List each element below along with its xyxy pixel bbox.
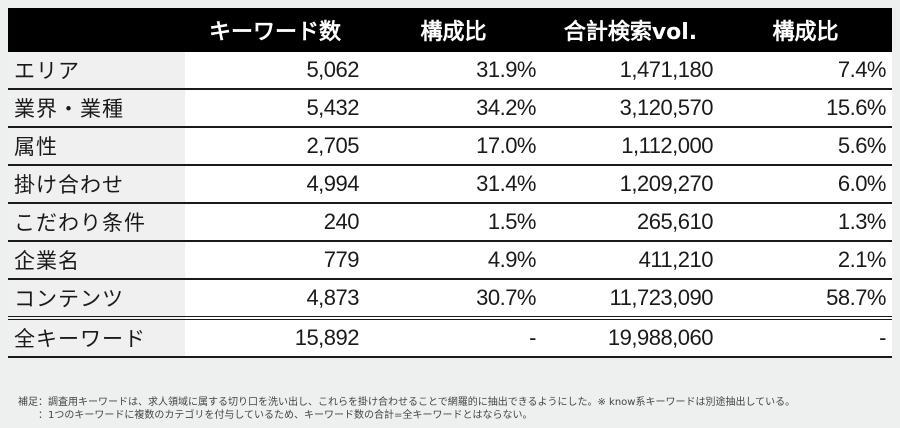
keyword-ratio: 31.9% bbox=[365, 52, 542, 90]
table-header-row: キーワード数 構成比 合計検索vol. 構成比 bbox=[8, 8, 892, 52]
keyword-ratio: 1.5% bbox=[365, 203, 542, 242]
row-label: 業界・業種 bbox=[8, 89, 185, 128]
keyword-ratio: 17.0% bbox=[365, 127, 542, 166]
row-label: 属性 bbox=[8, 127, 185, 166]
row-label: 企業名 bbox=[8, 241, 185, 280]
volume-ratio: 2.1% bbox=[719, 241, 892, 280]
search-volume: 3,120,570 bbox=[542, 89, 719, 128]
header-volume-ratio: 構成比 bbox=[719, 8, 892, 52]
keyword-count: 5,062 bbox=[185, 52, 365, 90]
keyword-summary-table: キーワード数 構成比 合計検索vol. 構成比 エリア 5,062 31.9% … bbox=[8, 8, 892, 358]
table-row: コンテンツ 4,873 30.7% 11,723,090 58.7% bbox=[8, 279, 892, 320]
row-label: エリア bbox=[8, 52, 185, 90]
header-search-volume: 合計検索vol. bbox=[542, 8, 719, 52]
keyword-count: 2,705 bbox=[185, 127, 365, 166]
keyword-count: 240 bbox=[185, 203, 365, 242]
footnote-line-1: 補足：調査用キーワードは、求人領域に属する切り口を洗い出し、これらを掛け合わせる… bbox=[18, 397, 796, 408]
search-volume: 265,610 bbox=[542, 203, 719, 242]
table-row: 属性 2,705 17.0% 1,112,000 5.6% bbox=[8, 127, 892, 166]
footnote: 補足：調査用キーワードは、求人領域に属する切り口を洗い出し、これらを掛け合わせる… bbox=[18, 396, 795, 422]
header-keyword-count: キーワード数 bbox=[185, 8, 365, 52]
keyword-ratio: 34.2% bbox=[365, 89, 542, 128]
keyword-count: 5,432 bbox=[185, 89, 365, 128]
volume-ratio: 1.3% bbox=[719, 203, 892, 242]
keyword-ratio: 31.4% bbox=[365, 165, 542, 204]
total-volume-ratio: - bbox=[719, 318, 892, 358]
keyword-ratio: 30.7% bbox=[365, 279, 542, 320]
row-label: こだわり条件 bbox=[8, 203, 185, 242]
table-row: 企業名 779 4.9% 411,210 2.1% bbox=[8, 241, 892, 280]
table-row: こだわり条件 240 1.5% 265,610 1.3% bbox=[8, 203, 892, 242]
header-category bbox=[8, 8, 185, 52]
total-keyword-ratio: - bbox=[365, 318, 542, 358]
total-keyword-count: 15,892 bbox=[185, 318, 365, 358]
table-row: 掛け合わせ 4,994 31.4% 1,209,270 6.0% bbox=[8, 165, 892, 204]
total-label: 全キーワード bbox=[8, 318, 185, 358]
keyword-count: 4,873 bbox=[185, 279, 365, 320]
volume-ratio: 15.6% bbox=[719, 89, 892, 128]
volume-ratio: 5.6% bbox=[719, 127, 892, 166]
keyword-count: 779 bbox=[185, 241, 365, 280]
search-volume: 1,209,270 bbox=[542, 165, 719, 204]
keyword-ratio: 4.9% bbox=[365, 241, 542, 280]
row-label: 掛け合わせ bbox=[8, 165, 185, 204]
search-volume: 411,210 bbox=[542, 241, 719, 280]
table-row: エリア 5,062 31.9% 1,471,180 7.4% bbox=[8, 52, 892, 90]
search-volume: 11,723,090 bbox=[542, 279, 719, 320]
total-row: 全キーワード 15,892 - 19,988,060 - bbox=[8, 318, 892, 358]
total-search-volume: 19,988,060 bbox=[542, 318, 719, 358]
table-row: 業界・業種 5,432 34.2% 3,120,570 15.6% bbox=[8, 89, 892, 128]
search-volume: 1,112,000 bbox=[542, 127, 719, 166]
row-label: コンテンツ bbox=[8, 279, 185, 320]
keyword-count: 4,994 bbox=[185, 165, 365, 204]
header-keyword-ratio: 構成比 bbox=[365, 8, 542, 52]
keyword-summary-table-container: キーワード数 構成比 合計検索vol. 構成比 エリア 5,062 31.9% … bbox=[8, 8, 892, 358]
volume-ratio: 58.7% bbox=[719, 279, 892, 320]
volume-ratio: 7.4% bbox=[719, 52, 892, 90]
footnote-line-2: ：1つのキーワードに複数のカテゴリを付与しているため、キーワード数の合計=全キー… bbox=[38, 410, 533, 421]
search-volume: 1,471,180 bbox=[542, 52, 719, 90]
volume-ratio: 6.0% bbox=[719, 165, 892, 204]
